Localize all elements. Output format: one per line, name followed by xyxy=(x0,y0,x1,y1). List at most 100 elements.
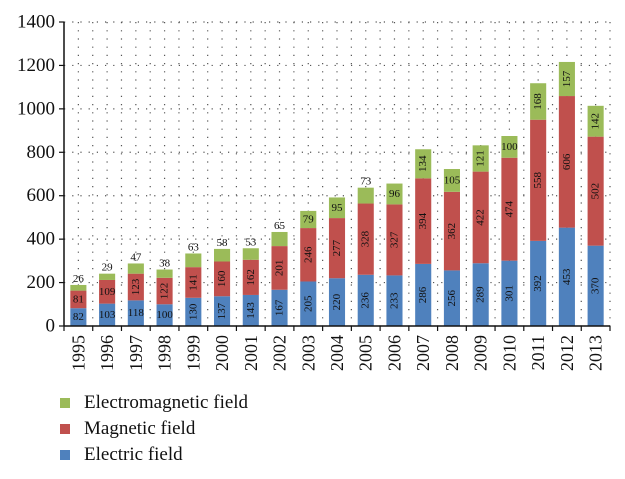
data-label: 79 xyxy=(303,213,315,225)
x-tick-label: 1998 xyxy=(155,335,175,371)
bar-segment xyxy=(214,261,231,297)
bar-segment xyxy=(271,289,288,326)
data-label: 29 xyxy=(102,262,114,274)
bar-segment xyxy=(242,259,259,295)
data-label: 65 xyxy=(274,220,286,232)
data-label: 82 xyxy=(73,311,84,323)
legend-swatch xyxy=(60,398,70,408)
y-tick-label: 1200 xyxy=(17,55,55,76)
data-label: 134 xyxy=(417,155,429,172)
bar-segment xyxy=(472,145,489,172)
data-label: 157 xyxy=(561,70,573,87)
data-label: 53 xyxy=(245,236,257,248)
data-label: 137 xyxy=(216,302,228,319)
bar-segment xyxy=(530,240,547,326)
data-label: 422 xyxy=(475,209,487,226)
legend-item: Electric field xyxy=(60,442,248,468)
data-label: 73 xyxy=(360,176,372,188)
data-label: 162 xyxy=(245,269,257,286)
y-tick-label: 600 xyxy=(27,185,56,206)
x-tick-label: 2003 xyxy=(298,335,318,371)
data-label: 143 xyxy=(245,302,257,319)
data-label: 168 xyxy=(532,93,544,110)
data-label: 121 xyxy=(475,150,487,167)
data-label: 109 xyxy=(99,286,116,298)
bar-segment xyxy=(415,149,432,179)
data-label: 233 xyxy=(388,292,400,309)
x-tick-label: 2004 xyxy=(327,335,347,371)
x-tick-label: 2000 xyxy=(212,335,232,371)
data-label: 277 xyxy=(331,239,343,256)
bar-segment xyxy=(156,269,173,278)
bar-segment xyxy=(127,263,144,274)
bar-segment xyxy=(530,83,547,120)
data-label: 474 xyxy=(503,200,515,217)
bar-segment xyxy=(328,197,346,219)
bar-segment xyxy=(99,273,116,280)
bar-segment xyxy=(242,294,259,326)
bar-segment xyxy=(357,187,374,204)
bar-segment xyxy=(386,275,403,326)
data-label: 81 xyxy=(73,293,84,305)
data-label: 328 xyxy=(360,230,372,247)
bar-segment xyxy=(501,157,518,261)
data-label: 362 xyxy=(446,223,458,240)
legend-item: Magnetic field xyxy=(60,416,248,442)
data-label: 96 xyxy=(389,188,401,200)
chart-svg: 82 81 26 103 109 29 118 123 47 100 122 38 130 141 63 13… xyxy=(17,12,611,371)
legend-label: Electromagnetic field xyxy=(84,392,249,413)
bar-segment xyxy=(127,273,144,301)
data-label: 606 xyxy=(561,153,573,170)
bar-segment xyxy=(156,304,173,326)
data-label: 558 xyxy=(532,172,544,189)
bar-segment xyxy=(357,203,374,275)
x-tick-label: 2011 xyxy=(528,335,548,370)
bar-segment xyxy=(530,119,547,241)
y-tick-label: 200 xyxy=(27,272,56,293)
data-label: 123 xyxy=(130,278,142,295)
x-tick-label: 1996 xyxy=(97,335,117,371)
data-label: 201 xyxy=(274,260,286,277)
data-label: 394 xyxy=(417,212,429,229)
data-label: 103 xyxy=(99,309,116,321)
legend: Electromagnetic field Magnetic field Elect… xyxy=(60,390,248,468)
bar-segment xyxy=(99,303,116,326)
data-label: 118 xyxy=(128,307,145,319)
bar-segment xyxy=(300,281,317,326)
bar-segment xyxy=(300,228,317,282)
x-tick-label: 1997 xyxy=(126,335,146,371)
bar-segment xyxy=(99,279,116,304)
x-tick-label: 2012 xyxy=(557,335,577,371)
bar-segment xyxy=(185,297,202,326)
data-label: 205 xyxy=(302,295,314,312)
bar-segment xyxy=(185,267,202,298)
data-label: 100 xyxy=(156,309,173,321)
data-label: 502 xyxy=(590,183,602,200)
bar-segment xyxy=(443,191,460,271)
bar-segment xyxy=(70,290,87,309)
x-tick-label: 2010 xyxy=(499,335,519,371)
bar-segment xyxy=(214,248,231,262)
data-label: 301 xyxy=(503,285,515,302)
data-label: 105 xyxy=(444,174,461,186)
data-label: 160 xyxy=(216,270,228,287)
x-tick-label: 2007 xyxy=(413,335,433,371)
data-label: 142 xyxy=(590,113,602,130)
bar-segment xyxy=(558,96,575,228)
bar-segment xyxy=(443,270,460,326)
bar-segment xyxy=(70,284,87,291)
x-tick-label: 2006 xyxy=(384,335,404,371)
x-tick-label: 1999 xyxy=(183,335,203,371)
data-label: 392 xyxy=(532,275,544,292)
y-tick-label: 400 xyxy=(27,229,56,250)
bar-segment xyxy=(587,105,604,137)
bar-segment xyxy=(328,218,346,279)
data-label: 453 xyxy=(561,268,573,285)
data-label: 100 xyxy=(501,141,518,153)
data-label: 141 xyxy=(187,274,199,291)
data-label: 289 xyxy=(475,286,487,303)
y-tick-label: 0 xyxy=(46,316,56,337)
data-label: 256 xyxy=(446,289,458,306)
bar-segment xyxy=(443,169,460,192)
